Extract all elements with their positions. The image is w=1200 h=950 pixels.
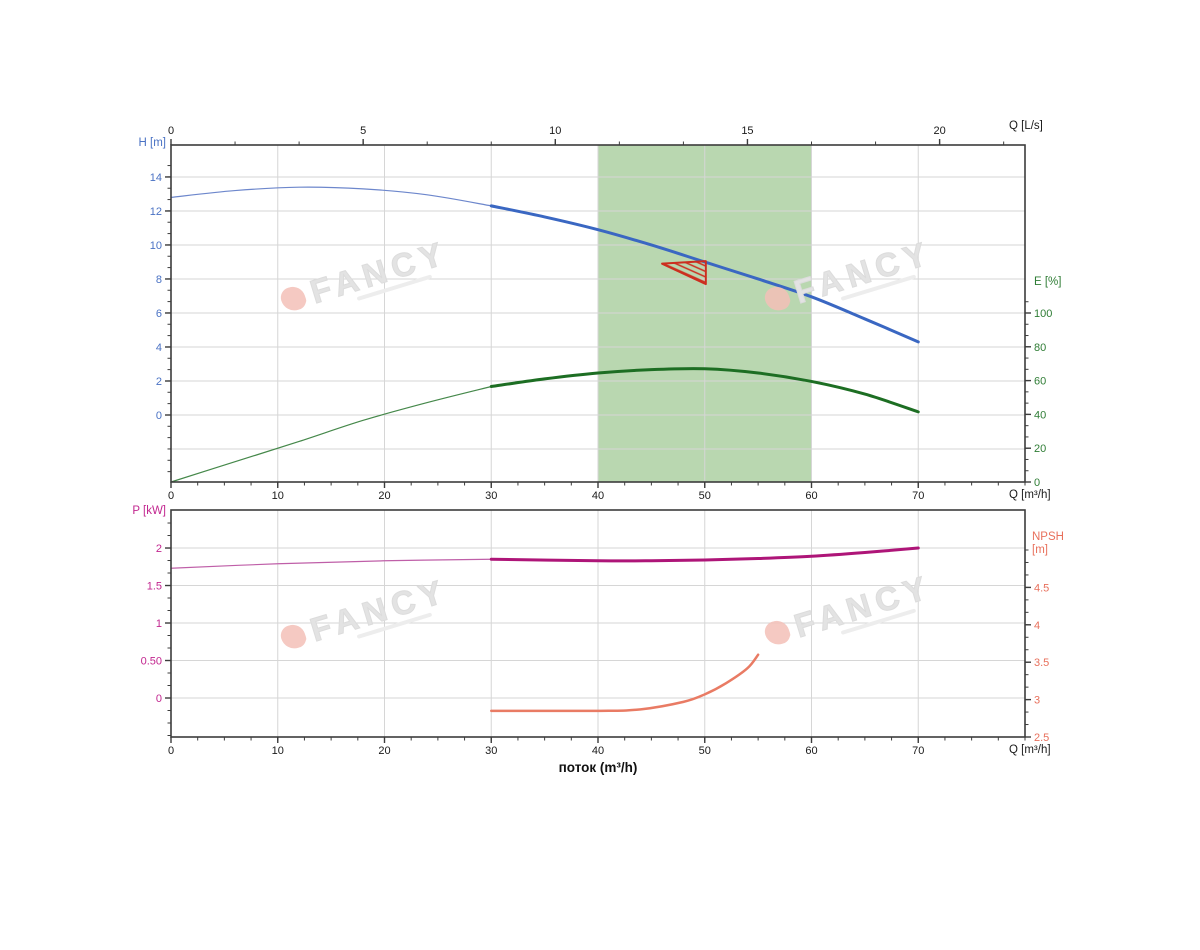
x-top-tick-label: 20 [933,125,945,137]
q-ls-axis-unit-label: Q [L/s] [1009,120,1043,132]
right-tick-label: 20 [1034,443,1046,455]
duty-point-triangle [661,260,707,286]
curve-power [489,546,920,563]
npsh-axis-unit-label: NPSH [m] [1032,531,1064,557]
x-tick-label: 10 [272,745,284,757]
x-tick-label: 40 [592,490,604,502]
x-tick-label: 40 [592,745,604,757]
e-axis-unit-label: E [%] [1034,276,1062,288]
right-tick-label: 100 [1034,308,1052,320]
npsh-unit-line1: NPSH [1032,531,1064,543]
h-axis-unit-label: H [m] [138,137,166,149]
x-top-tick-label: 0 [168,125,174,137]
left-tick-label: 2 [156,543,162,555]
x-tick-label: 0 [168,490,174,502]
curve-head-thin [170,186,492,207]
left-tick-label: 0 [156,693,162,705]
x-top-tick-label: 10 [549,125,561,137]
right-tick-label: 4.5 [1034,582,1049,594]
x-tick-label: 50 [699,745,711,757]
right-tick-label: 2.5 [1034,732,1049,744]
curve-power-thin [170,558,492,569]
x-tick-label: 50 [699,490,711,502]
x-tick-label: 20 [378,490,390,502]
right-tick-label: 4 [1034,620,1040,632]
curve-npsh [490,653,760,713]
curve-efficiency [489,367,920,414]
right-tick-label: 80 [1034,342,1046,354]
right-tick-label: 60 [1034,376,1046,388]
x-tick-label: 70 [912,745,924,757]
curve-efficiency-thin [170,385,492,483]
q-m3h-axis-unit-label-bottom: Q [m³/h] [1009,744,1051,756]
left-tick-label: 4 [156,342,162,354]
left-tick-label: 0 [156,410,162,422]
npsh-unit-line2: [m] [1032,544,1048,556]
x-tick-label: 20 [378,745,390,757]
right-tick-label: 3 [1034,695,1040,707]
left-tick-label: 1 [156,618,162,630]
left-tick-label: 6 [156,308,162,320]
x-tick-label: 30 [485,490,497,502]
right-tick-label: 0 [1034,477,1040,489]
x-tick-label: 70 [912,490,924,502]
x-top-tick-label: 15 [741,125,753,137]
left-tick-label: 12 [150,206,162,218]
left-tick-label: 1.5 [147,581,162,593]
left-tick-label: 0.50 [141,656,162,668]
left-tick-label: 10 [150,240,162,252]
x-tick-label: 0 [168,745,174,757]
x-axis-title-flow: поток (m³/h) [558,760,638,775]
left-tick-label: 8 [156,274,162,286]
x-tick-label: 60 [805,490,817,502]
x-top-tick-label: 5 [360,125,366,137]
x-tick-label: 10 [272,490,284,502]
right-tick-label: 3.5 [1034,657,1049,669]
left-tick-label: 14 [150,172,162,184]
right-tick-label: 40 [1034,409,1046,421]
x-tick-label: 30 [485,745,497,757]
p-axis-unit-label: P [kW] [132,505,166,517]
x-tick-label: 60 [805,745,817,757]
left-tick-label: 2 [156,376,162,388]
q-m3h-axis-unit-label-top: Q [m³/h] [1009,489,1051,501]
